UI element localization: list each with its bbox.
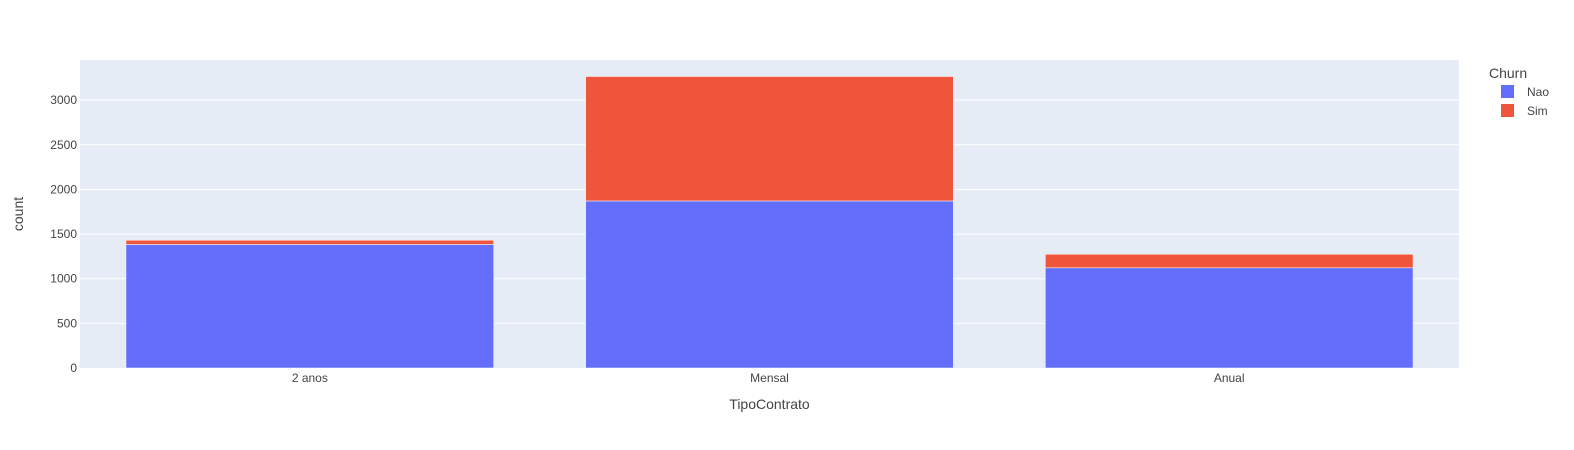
legend-swatch — [1501, 104, 1514, 117]
bar-sim-1[interactable] — [585, 76, 954, 202]
legend-item-sim[interactable]: Sim — [1501, 104, 1548, 118]
y-tick-label: 2000 — [50, 182, 77, 196]
bar-nao-2[interactable] — [1045, 267, 1414, 369]
legend-label: Sim — [1527, 104, 1548, 118]
y-tick-label: 3000 — [50, 93, 77, 107]
bar-sim-0[interactable] — [125, 239, 494, 245]
y-axis-title: count — [10, 197, 26, 231]
x-axis-title: TipoContrato — [729, 396, 810, 412]
legend-item-nao[interactable]: Nao — [1501, 85, 1549, 99]
y-tick-label: 0 — [70, 361, 77, 375]
legend-title: Churn — [1489, 65, 1527, 81]
x-tick-label: 2 anos — [292, 371, 328, 385]
x-tick-label: Mensal — [750, 371, 789, 385]
y-tick-label: 1000 — [50, 272, 77, 286]
y-tick-label: 1500 — [50, 227, 77, 241]
y-tick-label: 2500 — [50, 138, 77, 152]
bar-sim-2[interactable] — [1045, 254, 1414, 269]
bar-nao-0[interactable] — [125, 244, 494, 369]
legend-label: Nao — [1527, 85, 1549, 99]
legend-items[interactable]: Nao Sim — [1501, 85, 1549, 118]
bars — [125, 76, 1414, 369]
y-tick-label: 500 — [57, 316, 77, 330]
x-tick-label: Anual — [1214, 371, 1245, 385]
legend-swatch — [1501, 85, 1514, 98]
legend[interactable]: Churn Nao Sim — [1489, 65, 1549, 118]
bar-nao-1[interactable] — [585, 200, 954, 369]
x-axis-ticks: 2 anos Mensal Anual — [292, 371, 1245, 385]
y-axis-ticks: 0 500 1000 1500 2000 2500 3000 — [50, 93, 77, 375]
